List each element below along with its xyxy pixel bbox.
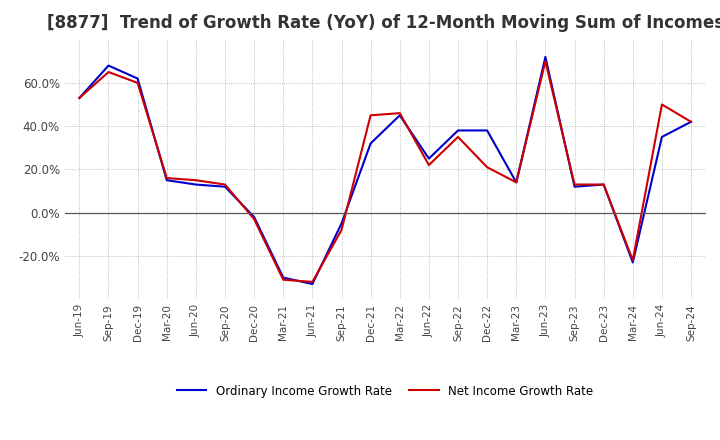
Ordinary Income Growth Rate: [104, 63, 113, 68]
Net Income Growth Rate: [75, 95, 84, 101]
Ordinary Income Growth Rate: [454, 128, 462, 133]
Net Income Growth Rate: [192, 178, 200, 183]
Net Income Growth Rate: [279, 277, 287, 282]
Net Income Growth Rate: [541, 59, 550, 64]
Net Income Growth Rate: [133, 80, 142, 85]
Ordinary Income Growth Rate: [308, 282, 317, 287]
Ordinary Income Growth Rate: [192, 182, 200, 187]
Net Income Growth Rate: [337, 227, 346, 233]
Ordinary Income Growth Rate: [425, 156, 433, 161]
Net Income Growth Rate: [687, 119, 696, 125]
Ordinary Income Growth Rate: [75, 95, 84, 101]
Title: [8877]  Trend of Growth Rate (YoY) of 12-Month Moving Sum of Incomes: [8877] Trend of Growth Rate (YoY) of 12-…: [47, 15, 720, 33]
Net Income Growth Rate: [483, 165, 492, 170]
Ordinary Income Growth Rate: [250, 214, 258, 220]
Ordinary Income Growth Rate: [279, 275, 287, 280]
Ordinary Income Growth Rate: [337, 221, 346, 226]
Ordinary Income Growth Rate: [541, 54, 550, 59]
Net Income Growth Rate: [599, 182, 608, 187]
Ordinary Income Growth Rate: [220, 184, 229, 189]
Ordinary Income Growth Rate: [395, 113, 404, 118]
Ordinary Income Growth Rate: [163, 178, 171, 183]
Net Income Growth Rate: [657, 102, 666, 107]
Ordinary Income Growth Rate: [512, 180, 521, 185]
Net Income Growth Rate: [250, 216, 258, 222]
Net Income Growth Rate: [425, 162, 433, 168]
Ordinary Income Growth Rate: [599, 182, 608, 187]
Line: Ordinary Income Growth Rate: Ordinary Income Growth Rate: [79, 57, 691, 284]
Net Income Growth Rate: [220, 182, 229, 187]
Net Income Growth Rate: [366, 113, 375, 118]
Net Income Growth Rate: [454, 134, 462, 139]
Ordinary Income Growth Rate: [657, 134, 666, 139]
Net Income Growth Rate: [512, 180, 521, 185]
Ordinary Income Growth Rate: [570, 184, 579, 189]
Line: Net Income Growth Rate: Net Income Growth Rate: [79, 61, 691, 282]
Net Income Growth Rate: [104, 70, 113, 75]
Ordinary Income Growth Rate: [133, 76, 142, 81]
Legend: Ordinary Income Growth Rate, Net Income Growth Rate: Ordinary Income Growth Rate, Net Income …: [172, 380, 598, 402]
Ordinary Income Growth Rate: [629, 260, 637, 265]
Ordinary Income Growth Rate: [483, 128, 492, 133]
Net Income Growth Rate: [395, 110, 404, 116]
Ordinary Income Growth Rate: [366, 141, 375, 146]
Net Income Growth Rate: [629, 258, 637, 263]
Net Income Growth Rate: [163, 176, 171, 181]
Ordinary Income Growth Rate: [687, 119, 696, 125]
Net Income Growth Rate: [308, 279, 317, 285]
Net Income Growth Rate: [570, 182, 579, 187]
